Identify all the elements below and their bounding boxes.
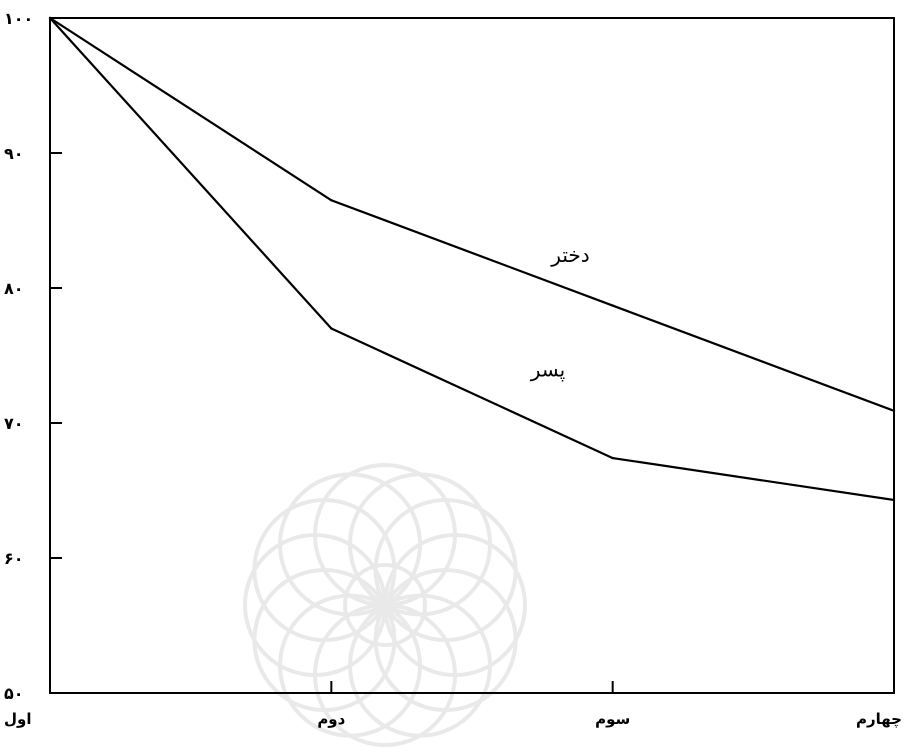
watermark-petal (313, 603, 457, 747)
y-tick-label: ۸۰ (4, 279, 24, 298)
data-point (330, 199, 333, 202)
watermark-center (343, 563, 427, 647)
data-point (611, 304, 614, 307)
series-group (48, 16, 896, 502)
y-tick-label: ۵۰ (4, 684, 24, 703)
series-label-0: دختر (550, 243, 589, 267)
data-point (330, 327, 333, 330)
data-point (892, 498, 896, 502)
data-point (892, 409, 896, 413)
y-tick-label: ۷۰ (4, 414, 24, 433)
x-tick-label: دوم (317, 710, 345, 728)
x-tick-label: چهارم (856, 710, 902, 729)
y-tick-label: ۶۰ (4, 549, 24, 568)
data-point (611, 456, 614, 460)
series-line-0 (49, 17, 895, 412)
watermark-petal (348, 593, 492, 738)
watermark-petal (252, 498, 397, 642)
watermark-petal (383, 533, 527, 677)
series-line-1 (49, 17, 895, 502)
watermark-petal (252, 568, 397, 712)
series-label-1: پسر (530, 357, 565, 382)
data-point (48, 16, 52, 20)
watermark-emblem (243, 463, 527, 747)
watermark-petal (348, 472, 492, 617)
y-tick-label: ۱۰۰ (4, 9, 33, 28)
watermark-petal (278, 593, 422, 738)
x-axis: اول دوم سوم چهارم (4, 681, 902, 729)
y-axis: ۵۰ ۶۰ ۷۰ ۸۰ ۹۰ ۱۰۰ (4, 9, 62, 703)
watermark-petal (373, 498, 518, 642)
watermark-petal (373, 568, 518, 712)
y-tick-label: ۹۰ (4, 144, 24, 163)
watermark-petal (278, 472, 422, 617)
series-labels: دختر پسر (530, 243, 590, 383)
watermark-petal (313, 463, 457, 607)
x-tick-label: اول (4, 710, 31, 728)
x-tick-label: سوم (595, 710, 630, 728)
plot-frame (49, 17, 895, 694)
watermark-petal (243, 533, 387, 677)
